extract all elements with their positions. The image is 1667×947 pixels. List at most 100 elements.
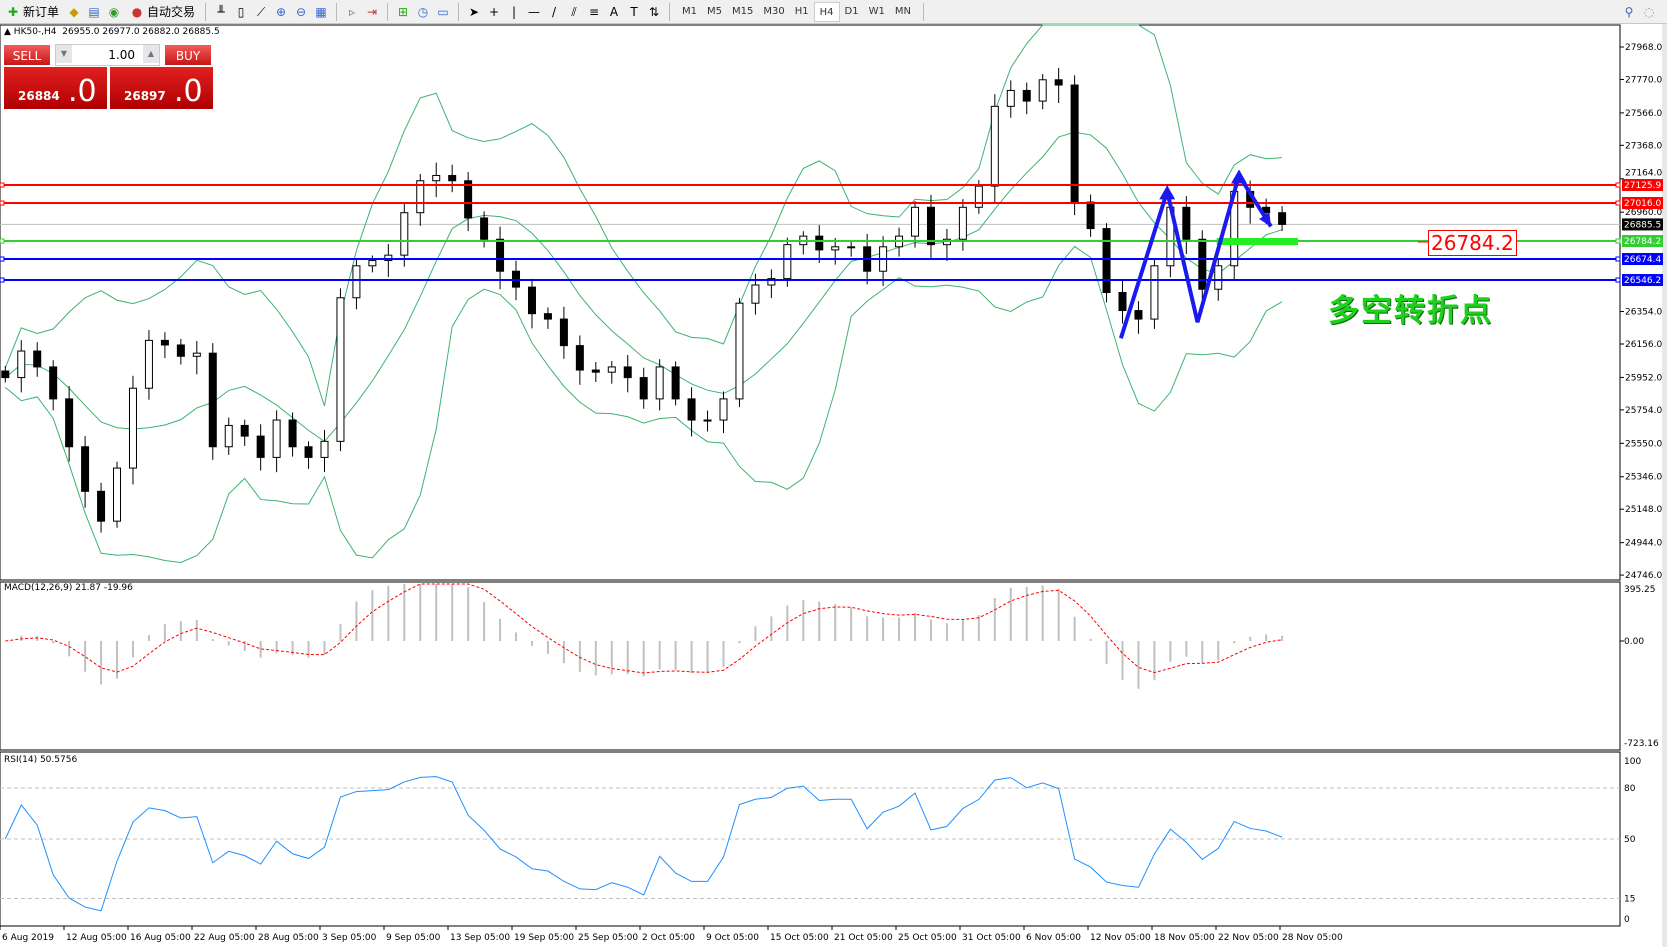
separator <box>387 2 389 21</box>
timeframe-m1[interactable]: M1 <box>682 5 698 17</box>
timeframe-w1[interactable]: W1 <box>868 5 885 17</box>
one-click-trading-panel: SELL 1.00 ▼ ▲ BUY 26884 .0 26897 .0 <box>3 44 223 110</box>
level-anchor <box>0 200 5 206</box>
bar-chart-icon[interactable]: ╨ <box>217 4 225 19</box>
candle-bull <box>974 185 983 208</box>
ask-price: 26897 <box>124 89 166 103</box>
candle-bull <box>384 254 393 262</box>
signals-icon[interactable]: ◉ <box>108 4 120 19</box>
price-tick-label: 24944.0 <box>1625 539 1662 549</box>
candle-bear <box>464 180 473 219</box>
scroll-chart-icon[interactable]: ▹ <box>349 4 356 19</box>
chat-icon[interactable]: ◌ <box>1643 4 1655 19</box>
candle-bear <box>496 238 505 272</box>
candle-bear <box>240 424 249 437</box>
periods-icon[interactable]: ◷ <box>417 4 429 19</box>
candle-bear <box>1198 238 1207 290</box>
rsi-axis-label: 0 <box>1624 915 1630 925</box>
candle-bear <box>527 286 536 315</box>
candle-bull <box>783 244 792 280</box>
candle-bull <box>320 440 329 458</box>
new-order-button[interactable]: ✚ 新订单 <box>2 2 62 22</box>
lot-decrease-icon[interactable]: ▼ <box>56 45 72 63</box>
candle-bear <box>926 206 935 246</box>
price-tick-label: 27566.0 <box>1625 109 1662 119</box>
chart-shift-icon[interactable]: ⇥ <box>367 4 378 19</box>
candle-bear <box>304 446 313 458</box>
rsi-axis-label: 80 <box>1624 784 1636 794</box>
text-icon[interactable]: A <box>609 4 619 19</box>
price-tick-label: 25148.0 <box>1625 505 1662 515</box>
candle-bull <box>113 467 122 522</box>
buy-price-button[interactable]: 26897 .0 <box>109 66 214 110</box>
timeframe-d1[interactable]: D1 <box>844 5 859 17</box>
lot-increase-icon[interactable]: ▲ <box>143 45 159 63</box>
candle-bear <box>1022 89 1031 102</box>
date-label: 22 Nov 05:00 <box>1218 933 1279 943</box>
separator <box>922 2 924 21</box>
macd-pane-frame <box>0 581 1621 751</box>
arrows-icon[interactable]: ⇅ <box>649 4 660 19</box>
window-border <box>1662 24 1667 947</box>
candlestick-icon[interactable]: ▯ <box>237 4 245 19</box>
candle-bull <box>911 206 920 237</box>
level-anchor <box>0 238 5 244</box>
sell-price-button[interactable]: 26884 .0 <box>3 66 108 110</box>
candle-bear <box>65 398 74 448</box>
candle-bull <box>990 105 999 187</box>
timeframe-mn[interactable]: MN <box>894 5 911 17</box>
timeframe-h4[interactable]: H4 <box>813 1 840 22</box>
candle-bull <box>128 387 137 469</box>
trendline-icon[interactable]: / <box>552 4 557 19</box>
sell-button[interactable]: SELL <box>3 44 51 66</box>
macd-axis-label: -723.16 <box>1624 739 1659 749</box>
horizontal-line-icon[interactable]: — <box>528 4 541 19</box>
candle-bull <box>735 302 744 400</box>
market-watch-icon[interactable]: ◆ <box>69 4 79 19</box>
support-zone <box>1216 238 1299 246</box>
candle-bear <box>176 344 185 357</box>
line-chart-icon[interactable]: ⟋ <box>256 4 266 19</box>
date-label: 3 Sep 05:00 <box>322 933 377 943</box>
macd-axis-label: 0.00 <box>1624 637 1644 647</box>
candle-bull <box>416 180 425 214</box>
buy-button[interactable]: BUY <box>164 44 212 66</box>
candle-bull <box>655 366 664 400</box>
zoom-out-icon[interactable]: ⊖ <box>296 4 307 19</box>
zoom-in-icon[interactable]: ⊕ <box>276 4 287 19</box>
navigator-icon[interactable]: ▤ <box>88 4 100 19</box>
candle-bull <box>272 419 281 458</box>
timeframe-m15[interactable]: M15 <box>732 5 754 17</box>
crosshair-icon[interactable]: + <box>489 4 500 19</box>
text-label-icon[interactable]: T <box>630 4 638 19</box>
price-tick-label: 27968.0 <box>1625 43 1662 53</box>
templates-icon[interactable]: ▭ <box>437 4 449 19</box>
level-price-box <box>1622 179 1663 192</box>
indicators-icon[interactable]: ⊞ <box>398 4 409 19</box>
fibonacci-icon[interactable]: ≡ <box>589 4 600 19</box>
auto-trading-label: 自动交易 <box>147 5 196 19</box>
cursor-icon[interactable]: ➤ <box>469 4 480 19</box>
candle-bear <box>208 352 217 448</box>
macd-axis-label: 395.25 <box>1624 585 1656 595</box>
level-anchor <box>1615 256 1621 262</box>
candle-bull <box>368 260 377 267</box>
rsi-axis-label: 100 <box>1624 757 1641 767</box>
candle-bull <box>432 174 441 182</box>
timeframe-m5[interactable]: M5 <box>707 5 723 17</box>
auto-trading-button[interactable]: ● 自动交易 <box>126 2 198 22</box>
timeframe-h1[interactable]: H1 <box>794 5 809 17</box>
date-label: 28 Nov 05:00 <box>1282 933 1343 943</box>
arrowhead-icon <box>1259 212 1271 227</box>
lot-size-input[interactable]: 1.00 <box>55 44 160 66</box>
tile-windows-icon[interactable]: ▦ <box>315 4 327 19</box>
timeframe-m30[interactable]: M30 <box>763 5 785 17</box>
new-order-label: 新订单 <box>23 5 60 19</box>
separator <box>336 2 338 21</box>
date-label: 2 Oct 05:00 <box>642 933 695 943</box>
equidistant-channel-icon[interactable]: ⫽ <box>571 4 577 19</box>
search-icon[interactable]: ⚲ <box>1624 4 1634 19</box>
vertical-line-icon[interactable]: | <box>512 4 517 19</box>
rsi-pane-frame <box>0 751 1621 927</box>
